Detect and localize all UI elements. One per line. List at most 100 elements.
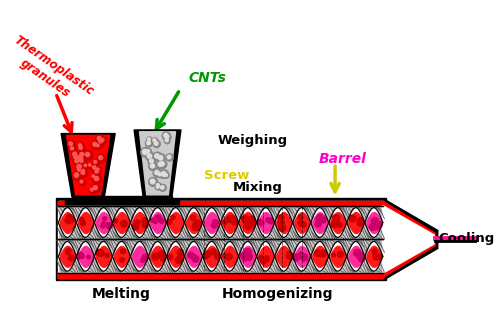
Circle shape <box>78 151 87 160</box>
Bar <box>58 273 383 278</box>
Circle shape <box>214 254 220 259</box>
Circle shape <box>72 153 81 162</box>
Circle shape <box>194 220 200 227</box>
Circle shape <box>142 254 148 260</box>
Circle shape <box>167 254 173 260</box>
Circle shape <box>210 249 216 255</box>
Circle shape <box>331 221 338 228</box>
Circle shape <box>190 215 196 220</box>
Circle shape <box>80 152 84 156</box>
Circle shape <box>75 159 78 163</box>
Circle shape <box>79 155 82 158</box>
Circle shape <box>242 255 248 261</box>
Circle shape <box>81 171 84 174</box>
Circle shape <box>370 224 376 230</box>
Circle shape <box>177 249 184 256</box>
Bar <box>58 201 383 278</box>
Circle shape <box>80 159 83 162</box>
Circle shape <box>94 176 98 181</box>
Circle shape <box>240 253 246 258</box>
Circle shape <box>372 217 378 224</box>
Circle shape <box>102 222 106 225</box>
Circle shape <box>86 255 90 259</box>
Circle shape <box>192 255 199 262</box>
Circle shape <box>162 172 166 176</box>
Circle shape <box>266 218 270 222</box>
Circle shape <box>153 169 162 177</box>
Circle shape <box>357 220 362 226</box>
Circle shape <box>146 150 150 153</box>
Circle shape <box>96 167 102 173</box>
Circle shape <box>278 220 283 225</box>
Circle shape <box>77 155 86 164</box>
Circle shape <box>164 133 168 137</box>
Circle shape <box>106 222 112 229</box>
Text: Thermoplastic
granules: Thermoplastic granules <box>2 34 96 111</box>
Bar <box>72 196 172 203</box>
Circle shape <box>92 166 96 169</box>
Bar <box>58 201 383 206</box>
Circle shape <box>143 150 147 154</box>
Circle shape <box>80 220 86 225</box>
Circle shape <box>68 142 72 145</box>
Circle shape <box>96 143 102 149</box>
Circle shape <box>88 164 91 166</box>
Circle shape <box>160 184 166 191</box>
Circle shape <box>298 252 304 258</box>
Circle shape <box>98 250 104 256</box>
Circle shape <box>158 156 163 160</box>
Circle shape <box>222 220 227 224</box>
Circle shape <box>141 148 150 157</box>
Circle shape <box>74 158 82 166</box>
Circle shape <box>78 157 86 166</box>
Circle shape <box>246 253 252 261</box>
Circle shape <box>332 214 340 221</box>
Circle shape <box>77 168 83 174</box>
Circle shape <box>160 162 164 166</box>
Circle shape <box>153 139 156 142</box>
Circle shape <box>292 254 300 261</box>
Circle shape <box>92 174 97 180</box>
Circle shape <box>78 252 83 257</box>
Circle shape <box>92 175 102 184</box>
Circle shape <box>164 133 171 141</box>
Polygon shape <box>140 132 175 195</box>
Circle shape <box>66 248 71 253</box>
Circle shape <box>214 220 218 224</box>
Circle shape <box>103 217 106 221</box>
Circle shape <box>287 251 291 255</box>
Circle shape <box>244 248 251 255</box>
Circle shape <box>120 249 126 254</box>
Circle shape <box>84 151 93 160</box>
Circle shape <box>320 250 326 256</box>
Circle shape <box>286 253 294 260</box>
Circle shape <box>88 163 94 169</box>
Circle shape <box>180 252 183 256</box>
Circle shape <box>142 218 148 224</box>
Circle shape <box>232 219 237 225</box>
Circle shape <box>192 224 199 230</box>
Circle shape <box>248 220 255 227</box>
Circle shape <box>259 220 264 225</box>
Circle shape <box>78 156 82 160</box>
Circle shape <box>150 179 155 184</box>
Circle shape <box>68 255 74 261</box>
Polygon shape <box>66 135 110 195</box>
Circle shape <box>66 251 70 255</box>
Circle shape <box>74 155 78 159</box>
Circle shape <box>97 136 101 140</box>
Circle shape <box>142 257 146 261</box>
Circle shape <box>93 142 97 146</box>
Circle shape <box>149 178 158 187</box>
Circle shape <box>160 170 168 179</box>
Circle shape <box>80 170 88 178</box>
Circle shape <box>205 251 211 257</box>
Circle shape <box>314 250 321 256</box>
Circle shape <box>94 160 96 163</box>
Circle shape <box>153 152 162 161</box>
Circle shape <box>146 137 152 142</box>
Circle shape <box>105 254 109 258</box>
Circle shape <box>154 154 159 158</box>
Circle shape <box>300 222 306 227</box>
Circle shape <box>156 154 166 163</box>
